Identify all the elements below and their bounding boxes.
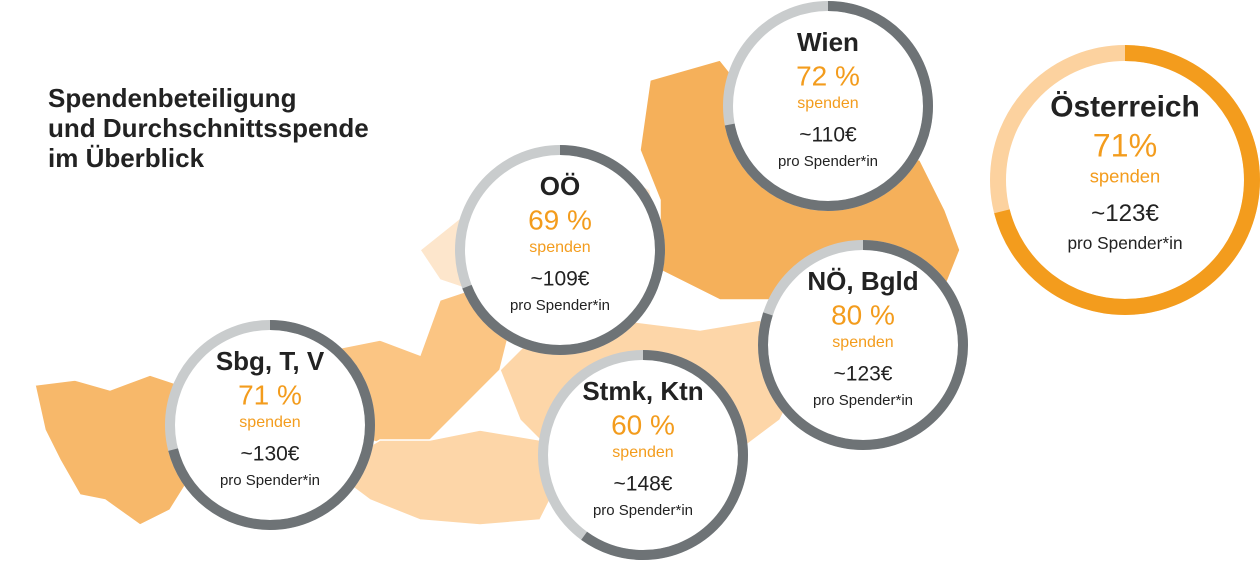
region-note: spenden [797,95,858,112]
ring-arc [455,145,665,355]
title-line: Spendenbeteiligung [48,83,296,113]
region-amount: ~123€ [1091,200,1159,227]
region-note: spenden [529,239,590,256]
region-name: OÖ [540,171,580,201]
region-amount-note: pro Spender*in [778,153,878,170]
region-name: Sbg, T, V [216,346,325,376]
chart-title: Spendenbeteiligung und Durchschnittsspen… [48,83,369,173]
region-amount-note: pro Spender*in [593,502,693,519]
ring-arc [758,240,968,450]
region-amount-note: pro Spender*in [510,297,610,314]
region-percent: 71% [1093,127,1157,163]
region-note: spenden [832,334,893,351]
title-line: und Durchschnittsspende [48,113,369,143]
region-amount: ~123€ [834,363,893,386]
ring-arc [723,1,933,211]
region-amount-note: pro Spender*in [1067,233,1182,253]
title-line: im Überblick [48,143,205,173]
region-amount: ~110€ [799,124,857,147]
region-amount-note: pro Spender*in [813,392,913,409]
region-note: spenden [239,414,300,431]
region-name: Stmk, Ktn [582,376,703,406]
region-percent: 72 % [796,60,860,91]
region-amount: ~148€ [614,473,673,496]
ring-arc [165,320,375,530]
map-west [34,374,201,526]
region-percent: 60 % [611,409,675,440]
region-amount: ~130€ [241,443,300,466]
region-note: spenden [1090,166,1161,187]
region-note: spenden [612,444,673,461]
region-percent: 80 % [831,299,895,330]
region-percent: 69 % [528,204,592,235]
ring-arc [538,350,748,560]
region-name: Österreich [1050,91,1200,124]
region-name: Wien [797,27,859,57]
region-amount: ~109€ [531,268,590,291]
region-percent: 71 % [238,379,302,410]
ring-arc [990,45,1260,315]
region-amount-note: pro Spender*in [220,472,320,489]
region-name: NÖ, Bgld [807,266,918,296]
